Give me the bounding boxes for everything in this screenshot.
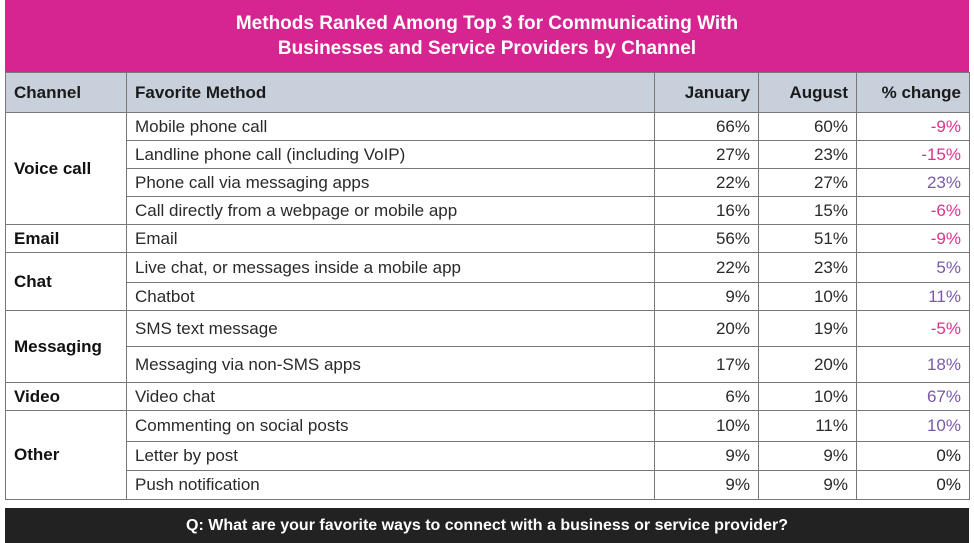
survey-question-footer: Q: What are your favorite ways to connec… xyxy=(5,508,969,543)
percent-change-cell: 0% xyxy=(856,441,970,471)
january-value-cell: 9% xyxy=(654,470,759,500)
header-row: Channel Favorite Method January August %… xyxy=(5,72,970,113)
table-row: Push notification 9% 9% 0% xyxy=(6,470,970,500)
percent-change-cell: -15% xyxy=(856,140,970,169)
chart-title-line-1: Methods Ranked Among Top 3 for Communica… xyxy=(235,13,739,34)
percent-change-cell: 23% xyxy=(856,168,970,197)
chart-title-line-2: Businesses and Service Providers by Chan… xyxy=(277,38,697,59)
percent-change-cell: 5% xyxy=(856,252,970,283)
percent-change-cell: 0% xyxy=(856,470,970,500)
january-value-cell: 16% xyxy=(654,196,759,225)
method-cell: Phone call via messaging apps xyxy=(126,168,655,197)
header-favorite-method: Favorite Method xyxy=(126,72,655,113)
august-value-cell: 27% xyxy=(758,168,857,197)
august-value-cell: 9% xyxy=(758,470,857,500)
method-cell: Messaging via non-SMS apps xyxy=(126,346,655,383)
method-cell: Landline phone call (including VoIP) xyxy=(126,140,655,169)
august-value-cell: 11% xyxy=(758,410,857,442)
table-row: Video Video chat 6% 10% 67% xyxy=(5,382,970,411)
january-value-cell: 9% xyxy=(654,441,759,471)
method-cell: Letter by post xyxy=(126,441,655,471)
percent-change-cell: 10% xyxy=(856,410,970,442)
january-value-cell: 9% xyxy=(654,282,759,311)
method-cell: SMS text message xyxy=(126,310,655,347)
percent-change-cell: -6% xyxy=(856,196,970,225)
table-body: Voice call Mobile phone call 66% 60% -9% Land… xyxy=(5,112,970,500)
august-value-cell: 23% xyxy=(758,252,857,283)
percent-change-cell: -5% xyxy=(856,310,970,347)
table-row: Other Commenting on social posts 10% 11% 10% xyxy=(5,410,970,500)
january-value-cell: 27% xyxy=(654,140,759,169)
method-cell: Mobile phone call xyxy=(126,112,655,141)
channel-cell: Voice call xyxy=(5,112,127,225)
august-value-cell: 9% xyxy=(758,441,857,471)
percent-change-cell: -9% xyxy=(856,112,970,141)
channel-cell: Video xyxy=(5,382,127,411)
channel-cell: Email xyxy=(5,224,127,253)
table-row: Email Email 56% 51% -9% xyxy=(5,224,970,253)
august-value-cell: 15% xyxy=(758,196,857,225)
january-value-cell: 56% xyxy=(654,224,759,253)
percent-change-cell: -9% xyxy=(856,224,970,253)
percent-change-cell: 67% xyxy=(856,382,970,411)
method-cell: Push notification xyxy=(126,470,655,500)
august-value-cell: 60% xyxy=(758,112,857,141)
method-cell: Video chat xyxy=(126,382,655,411)
august-value-cell: 20% xyxy=(758,346,857,383)
method-cell: Commenting on social posts xyxy=(126,410,655,442)
table-row: Voice call Mobile phone call 66% 60% -9% xyxy=(5,112,970,225)
january-value-cell: 17% xyxy=(654,346,759,383)
method-cell: Email xyxy=(126,224,655,253)
channel-cell: Chat xyxy=(5,252,127,311)
table-row: Chat Live chat, or messages inside a mobi… xyxy=(5,252,970,311)
data-table: Channel Favorite Method January August %… xyxy=(5,72,970,500)
august-value-cell: 10% xyxy=(758,382,857,411)
august-value-cell: 19% xyxy=(758,310,857,347)
method-cell: Call directly from a webpage or mobile a… xyxy=(126,196,655,225)
percent-change-cell: 11% xyxy=(856,282,970,311)
percent-change-cell: 18% xyxy=(856,346,970,383)
january-value-cell: 10% xyxy=(654,410,759,442)
january-value-cell: 22% xyxy=(654,252,759,283)
header-percent-change: % change xyxy=(856,72,970,113)
title-bar: Methods Ranked Among Top 3 for Communica… xyxy=(5,0,969,72)
august-value-cell: 51% xyxy=(758,224,857,253)
table-row: Letter by post 9% 9% 0% xyxy=(6,441,970,471)
january-value-cell: 6% xyxy=(654,382,759,411)
table-row: Chatbot 9% 10% 11% xyxy=(6,282,970,311)
august-value-cell: 23% xyxy=(758,140,857,169)
january-value-cell: 66% xyxy=(654,112,759,141)
table-row: Landline phone call (including VoIP) 27% 2… xyxy=(6,140,970,169)
header-august: August xyxy=(758,72,857,113)
table-row: Messaging SMS text message 20% 19% -5% xyxy=(5,310,970,383)
channel-cell: Other xyxy=(5,410,127,500)
august-value-cell: 10% xyxy=(758,282,857,311)
january-value-cell: 22% xyxy=(654,168,759,197)
method-cell: Live chat, or messages inside a mobile a… xyxy=(126,252,655,283)
header-channel: Channel xyxy=(5,72,127,113)
header-january: January xyxy=(654,72,759,113)
january-value-cell: 20% xyxy=(654,310,759,347)
channel-cell: Messaging xyxy=(5,310,127,383)
table-row: Messaging via non-SMS apps 17% 20% 18% xyxy=(6,346,970,383)
table-row: Phone call via messaging apps 22% 27% 23% xyxy=(6,168,970,197)
table-row: Call directly from a webpage or mobile a… xyxy=(6,196,970,225)
method-cell: Chatbot xyxy=(126,282,655,311)
